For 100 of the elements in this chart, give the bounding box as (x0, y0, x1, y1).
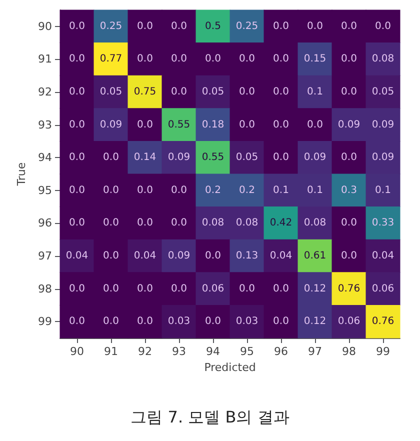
data-label: 0.0 (273, 283, 289, 294)
data-label: 0.0 (273, 20, 289, 32)
data-label: 0.0 (69, 54, 85, 65)
data-label: 0.0 (137, 218, 153, 229)
data-label: 0.0 (69, 316, 85, 328)
data-label: 0.12 (304, 316, 326, 328)
data-label: 0.0 (341, 218, 357, 229)
data-label: 0.0 (307, 119, 323, 130)
y-tick-label: 94 (38, 151, 52, 164)
data-label: 0.09 (168, 250, 190, 262)
data-label: 0.0 (341, 152, 357, 164)
y-tick-label: 95 (38, 184, 52, 197)
y-tick-label: 98 (38, 282, 52, 296)
data-label: 0.0 (137, 20, 153, 32)
data-label: 0.0 (69, 283, 85, 294)
data-label: 0.0 (273, 54, 289, 65)
data-label: 0.08 (202, 218, 224, 229)
x-tick-label: 97 (308, 345, 322, 358)
data-label: 0.09 (338, 119, 360, 130)
data-label: 0.08 (304, 218, 326, 229)
data-label: 0.0 (69, 184, 85, 196)
data-label: 0.0 (103, 152, 119, 164)
data-label: 0.04 (270, 250, 292, 262)
data-label: 0.0 (171, 283, 187, 294)
data-label: 0.0 (273, 152, 289, 164)
data-label: 0.0 (341, 20, 357, 32)
data-label: 0.09 (372, 152, 394, 164)
data-label: 0.1 (273, 184, 289, 196)
y-tick-label: 97 (38, 250, 52, 262)
data-label: 0.61 (304, 250, 326, 262)
y-axis-title: True (15, 162, 28, 187)
data-label: 0.25 (236, 20, 258, 32)
data-label: 0.77 (100, 54, 122, 65)
data-label: 0.0 (205, 316, 221, 328)
data-label: 0.0 (205, 54, 221, 65)
data-label: 0.0 (103, 283, 119, 294)
data-label: 0.0 (205, 250, 221, 262)
data-label: 0.0 (137, 54, 153, 65)
data-label: 0.0 (273, 86, 289, 98)
data-label: 0.0 (69, 218, 85, 229)
data-label: 0.1 (307, 86, 323, 98)
data-label: 0.33 (372, 218, 394, 229)
data-label: 0.0 (171, 218, 187, 229)
x-tick-label: 96 (274, 345, 288, 358)
data-label: 0.0 (171, 20, 187, 32)
data-label: 0.0 (137, 184, 153, 196)
data-label: 0.1 (307, 184, 323, 196)
data-label: 0.0 (103, 218, 119, 229)
data-label: 0.0 (69, 20, 85, 32)
x-tick-label: 95 (240, 345, 254, 358)
data-label: 0.76 (338, 283, 360, 294)
y-tick-label: 90 (38, 20, 52, 33)
x-tick-label: 93 (172, 345, 186, 358)
data-label: 0.09 (372, 119, 394, 130)
data-label: 0.05 (236, 152, 258, 164)
data-label: 0.0 (341, 54, 357, 65)
data-label: 0.3 (341, 184, 357, 196)
data-label: 0.06 (338, 316, 360, 328)
data-label: 0.0 (171, 86, 187, 98)
data-label: 0.55 (168, 119, 190, 130)
y-tick-label: 93 (38, 118, 52, 132)
data-label: 0.0 (69, 86, 85, 98)
data-label: 0.0 (307, 20, 323, 32)
data-label: 0.18 (202, 119, 224, 130)
y-tick-label: 96 (38, 216, 52, 230)
x-tick-label: 92 (138, 345, 152, 358)
data-label: 0.09 (304, 152, 326, 164)
data-label: 0.25 (100, 20, 122, 32)
data-label: 0.0 (239, 283, 255, 294)
data-label: 0.0 (69, 152, 85, 164)
data-label: 0.12 (304, 283, 326, 294)
data-label: 0.05 (202, 86, 224, 98)
data-label: 0.0 (239, 86, 255, 98)
data-label: 0.5 (205, 20, 221, 32)
data-label: 0.0 (69, 119, 85, 130)
data-label: 0.0 (137, 316, 153, 328)
data-label: 0.05 (100, 86, 122, 98)
data-label: 0.0 (103, 184, 119, 196)
y-tick-label: 99 (38, 315, 52, 328)
data-label: 0.1 (375, 184, 391, 196)
data-label: 0.09 (168, 152, 190, 164)
data-label: 0.14 (134, 152, 156, 164)
data-label: 0.0 (341, 250, 357, 262)
data-label: 0.13 (236, 250, 258, 262)
data-label: 0.0 (171, 54, 187, 65)
data-label: 0.0 (239, 119, 255, 130)
caption: 그림 7. 모델 B의 결과 (130, 408, 290, 426)
data-label: 0.0 (273, 119, 289, 130)
data-label: 0.06 (372, 283, 394, 294)
x-tick-label: 91 (104, 345, 118, 358)
data-label: 0.0 (103, 316, 119, 328)
x-tick-label: 94 (206, 345, 220, 358)
data-label: 0.42 (270, 218, 292, 229)
data-label: 0.0 (171, 184, 187, 196)
data-label: 0.15 (304, 54, 326, 65)
data-label: 0.03 (236, 316, 258, 328)
data-label: 0.0 (239, 54, 255, 65)
y-tick-label: 92 (38, 86, 52, 98)
data-label: 0.06 (202, 283, 224, 294)
x-tick-label: 99 (376, 345, 390, 358)
